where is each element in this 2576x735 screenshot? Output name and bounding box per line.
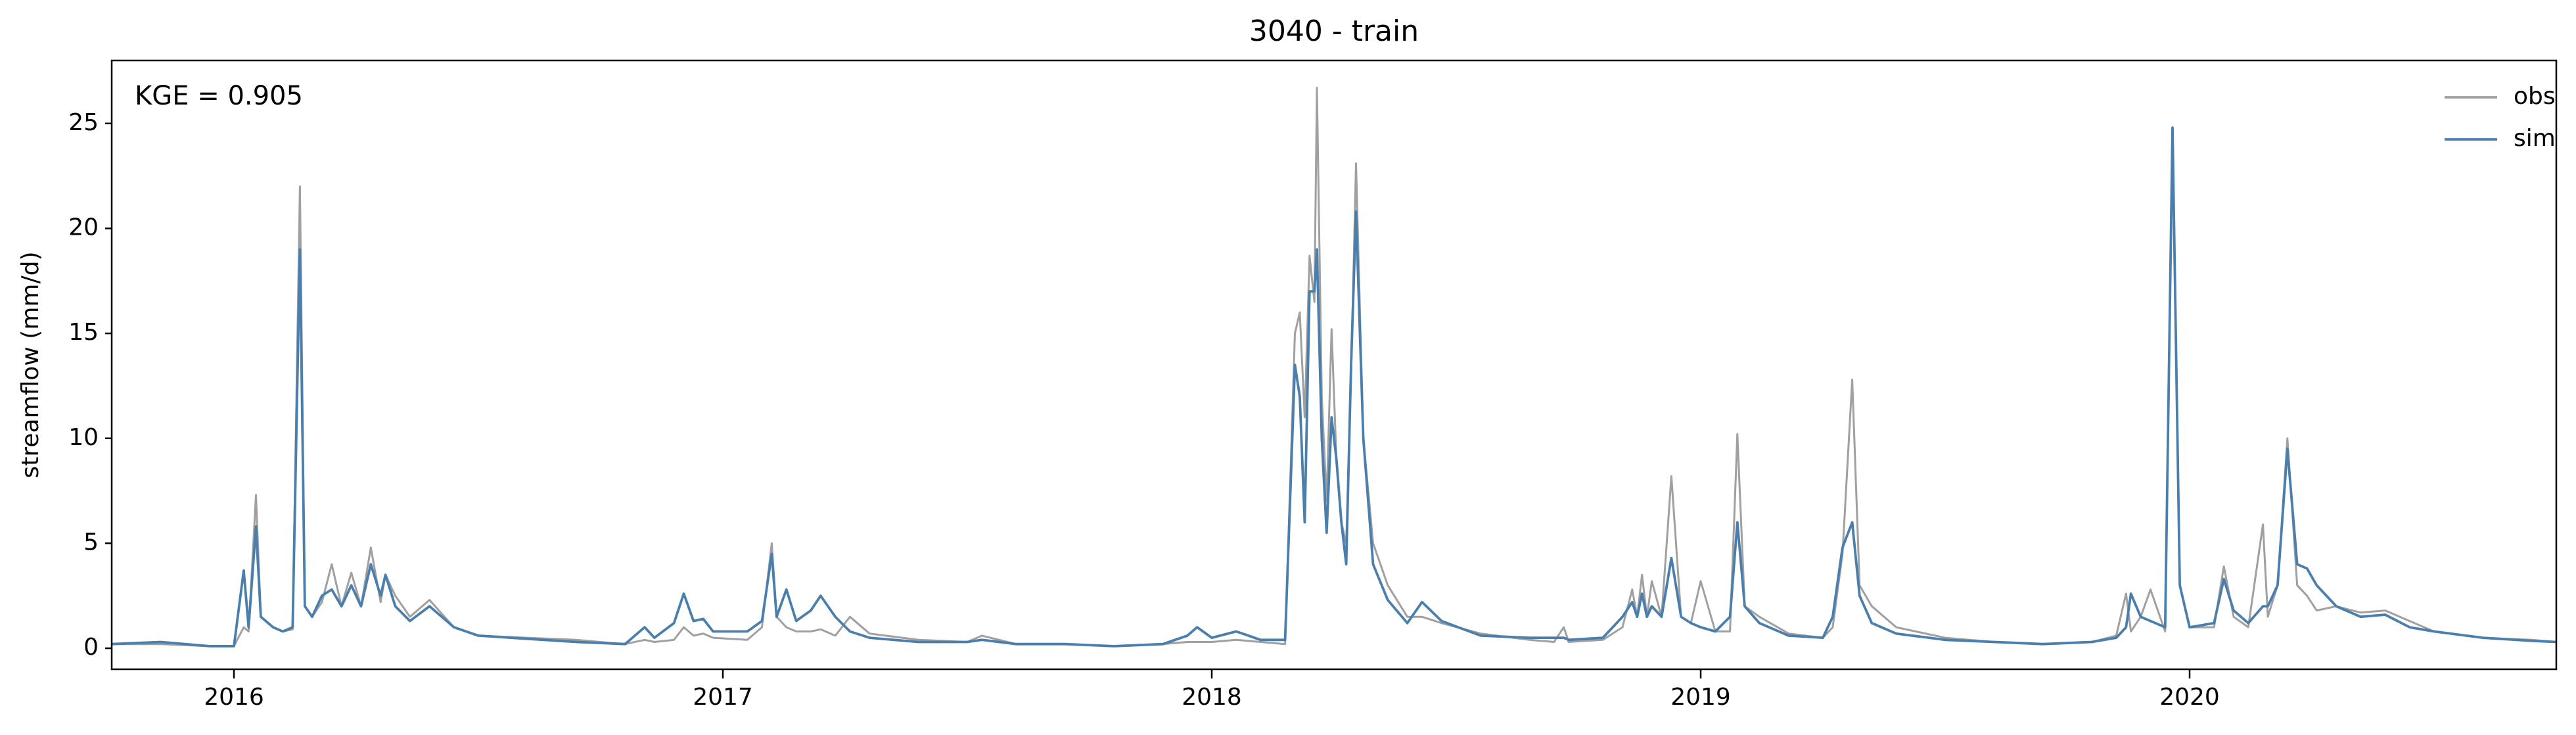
plot-frame <box>110 59 2558 671</box>
annotation: KGE = 0.905 <box>135 81 303 111</box>
y-tick-label: 10 <box>68 424 99 451</box>
y-axis-label: streamflow (mm/d) <box>17 252 44 479</box>
legend-label: sim <box>2514 125 2556 152</box>
y-tick-label: 0 <box>83 634 99 661</box>
y-tick-label: 5 <box>83 529 99 556</box>
y-tick-label: 20 <box>68 214 99 241</box>
y-tick-label: 15 <box>68 319 99 346</box>
y-tick-label: 25 <box>68 109 99 136</box>
x-tick-label: 2020 <box>2159 684 2220 711</box>
chart-title: 3040 - train <box>1249 14 1419 48</box>
series-line <box>112 87 2557 648</box>
x-tick-label: 2018 <box>1182 684 1242 711</box>
legend-label: obs <box>2514 83 2556 110</box>
x-tick-label: 2019 <box>1670 684 1731 711</box>
x-tick-label: 2016 <box>204 684 264 711</box>
series-line <box>111 126 2557 648</box>
x-tick-label: 2017 <box>693 684 753 711</box>
